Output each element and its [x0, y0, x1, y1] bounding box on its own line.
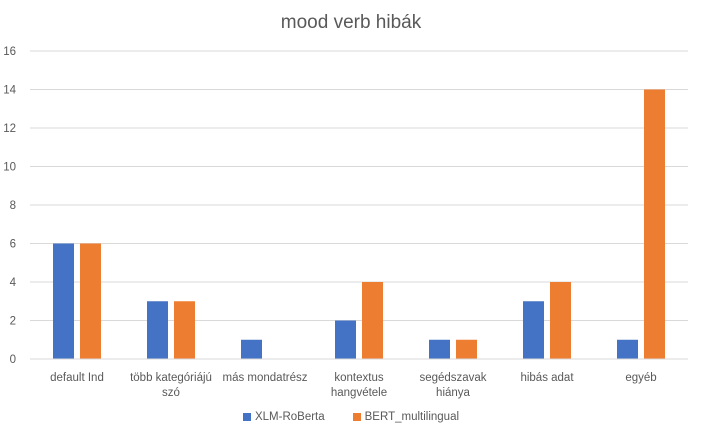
legend-item-xlm-roberta: XLM-RoBerta	[242, 411, 325, 423]
bar-xlm-roberta	[241, 339, 262, 359]
y-tick-label: 16	[3, 46, 16, 58]
bar-bert-multilingual	[456, 339, 477, 359]
x-tick-label: default Ind	[50, 372, 104, 384]
x-tick-label: hibás adat	[520, 372, 574, 384]
legend-swatch-xlm-roberta	[242, 413, 251, 421]
legend-swatch-bert-multilingual	[352, 413, 361, 421]
bar-xlm-roberta	[335, 320, 356, 359]
legend-item-bert-multilingual: BERT_multilingual	[352, 411, 460, 423]
bars	[53, 89, 665, 359]
bar-xlm-roberta	[617, 339, 638, 359]
x-tick-label: egyéb	[625, 372, 656, 384]
bar-bert-multilingual	[80, 243, 101, 359]
y-tick-label: 8	[10, 200, 16, 212]
bar-bert-multilingual	[362, 282, 383, 359]
bar-xlm-roberta	[523, 301, 544, 359]
bar-bert-multilingual	[644, 89, 665, 359]
x-axis-labels: default Ind több kategóriájú szó más mondat…	[50, 372, 657, 399]
x-tick-label: más mondatrész	[222, 372, 307, 384]
y-tick-label: 14	[3, 85, 16, 97]
x-tick-label: kontextus	[334, 372, 383, 384]
x-tick-label: hangvétele	[331, 387, 387, 399]
bar-bert-multilingual	[174, 301, 195, 359]
y-tick-label: 0	[10, 354, 16, 366]
bar-bert-multilingual	[550, 282, 571, 359]
y-tick-label: 12	[3, 123, 16, 135]
y-tick-label: 2	[10, 316, 16, 328]
x-tick-label: több kategóriájú	[130, 372, 212, 384]
bar-xlm-roberta	[53, 243, 74, 359]
y-tick-label: 10	[3, 162, 16, 174]
y-tick-label: 6	[10, 239, 16, 251]
bar-xlm-roberta	[429, 339, 450, 359]
legend-label-xlm-roberta: XLM-RoBerta	[254, 411, 325, 423]
x-tick-label: segédszavak	[419, 372, 486, 384]
legend-label-bert-multilingual: BERT_multilingual	[364, 411, 460, 423]
legend: XLM-RoBerta BERT_multilingual	[0, 411, 702, 423]
x-tick-label: hiánya	[436, 387, 470, 399]
x-tick-label: szó	[162, 387, 180, 399]
gridlines	[30, 50, 688, 321]
chart-title: mood verb hibák	[280, 12, 422, 33]
bar-xlm-roberta	[147, 301, 168, 359]
y-tick-label: 4	[10, 277, 17, 289]
y-axis-ticks: 0 2 4 6 8 10 12 14 16	[3, 46, 16, 366]
